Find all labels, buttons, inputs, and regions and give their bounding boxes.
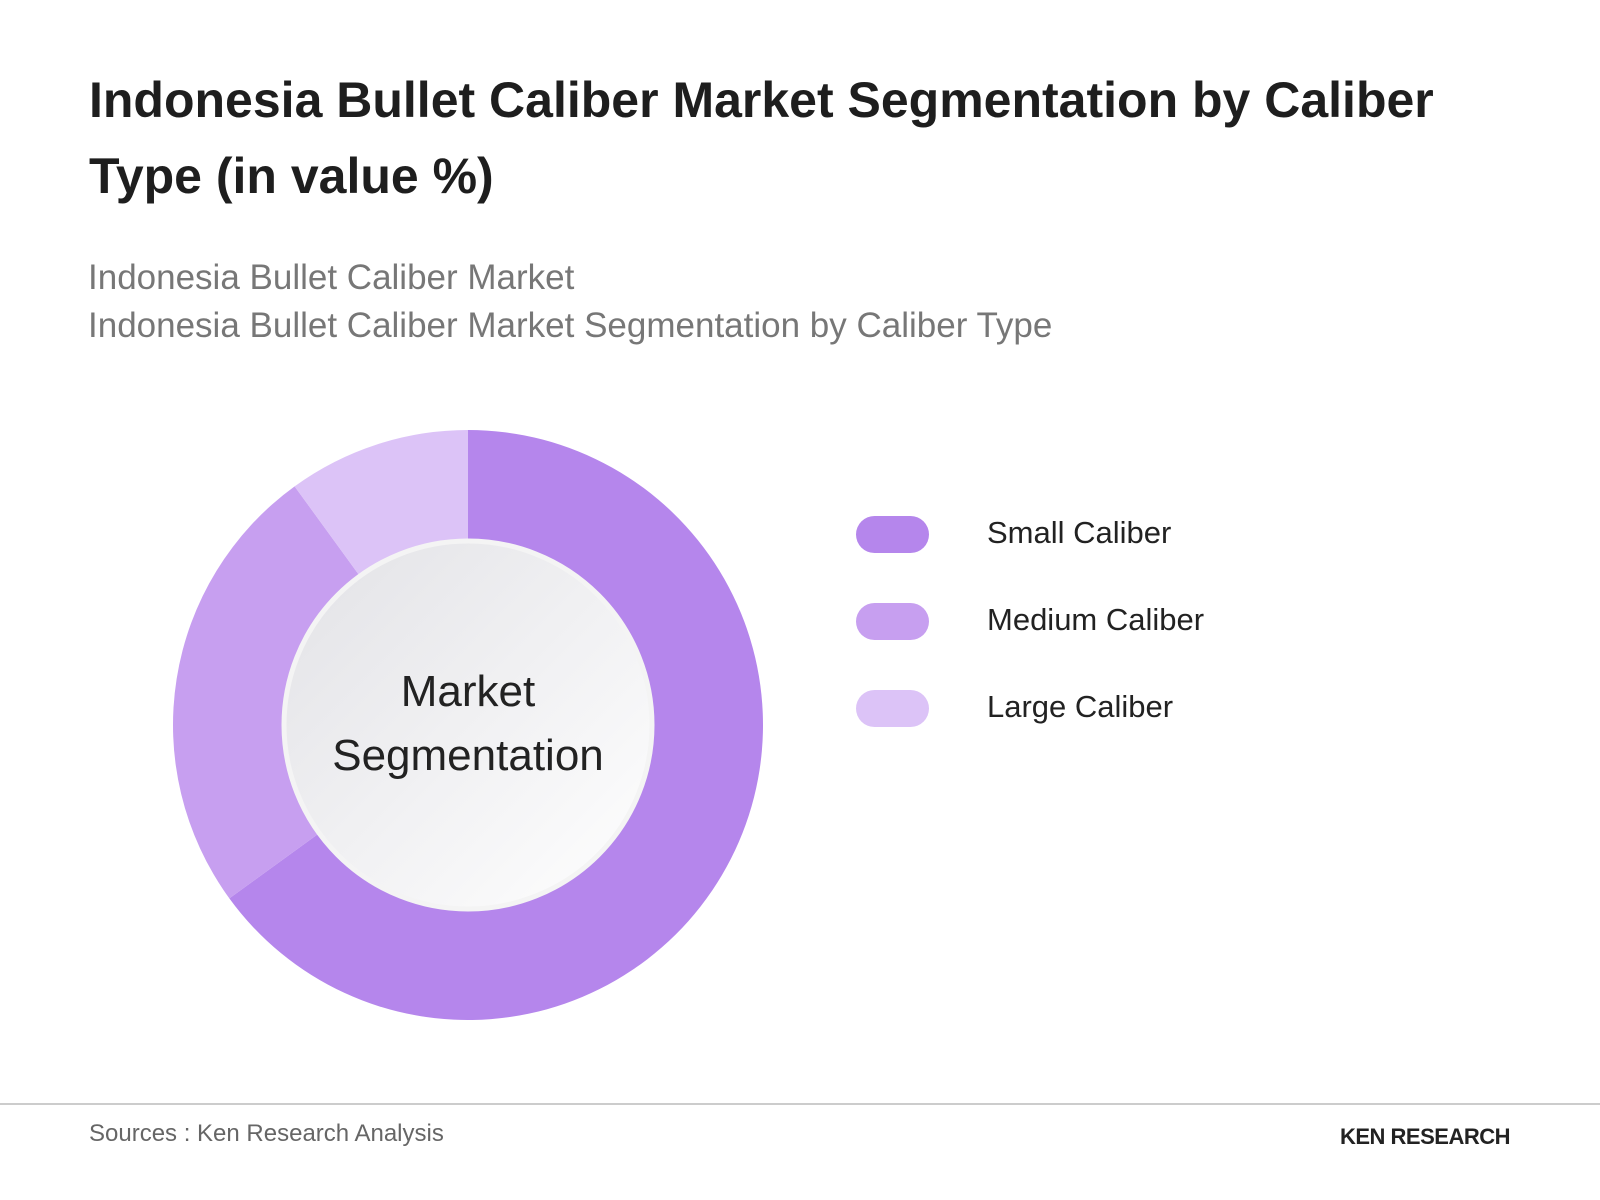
legend-label: Large Caliber [987, 689, 1174, 724]
chart-title: Indonesia Bullet Caliber Market Segmenta… [89, 72, 1434, 204]
center-label: Market Segmentation [332, 667, 604, 780]
brand-logo: KEN RESEARCH [1339, 1124, 1511, 1149]
donut-center [281, 538, 655, 912]
donut-slice [173, 486, 359, 899]
divider [0, 1103, 1600, 1105]
subtitle: Indonesia Bullet Caliber Market [88, 258, 575, 297]
subtitle: Indonesia Bullet Caliber Market Segmenta… [88, 306, 1053, 345]
source-note: Sources : Ken Research Analysis [89, 1120, 444, 1147]
legend-label: Small Caliber [987, 515, 1172, 550]
legend-label: Medium Caliber [987, 602, 1205, 637]
legend-swatch [856, 690, 929, 727]
donut-chart [173, 430, 763, 1020]
legend-swatch [856, 516, 929, 553]
legend-swatch [856, 603, 929, 640]
donut-slice [229, 430, 763, 1020]
donut-slice [294, 430, 468, 575]
